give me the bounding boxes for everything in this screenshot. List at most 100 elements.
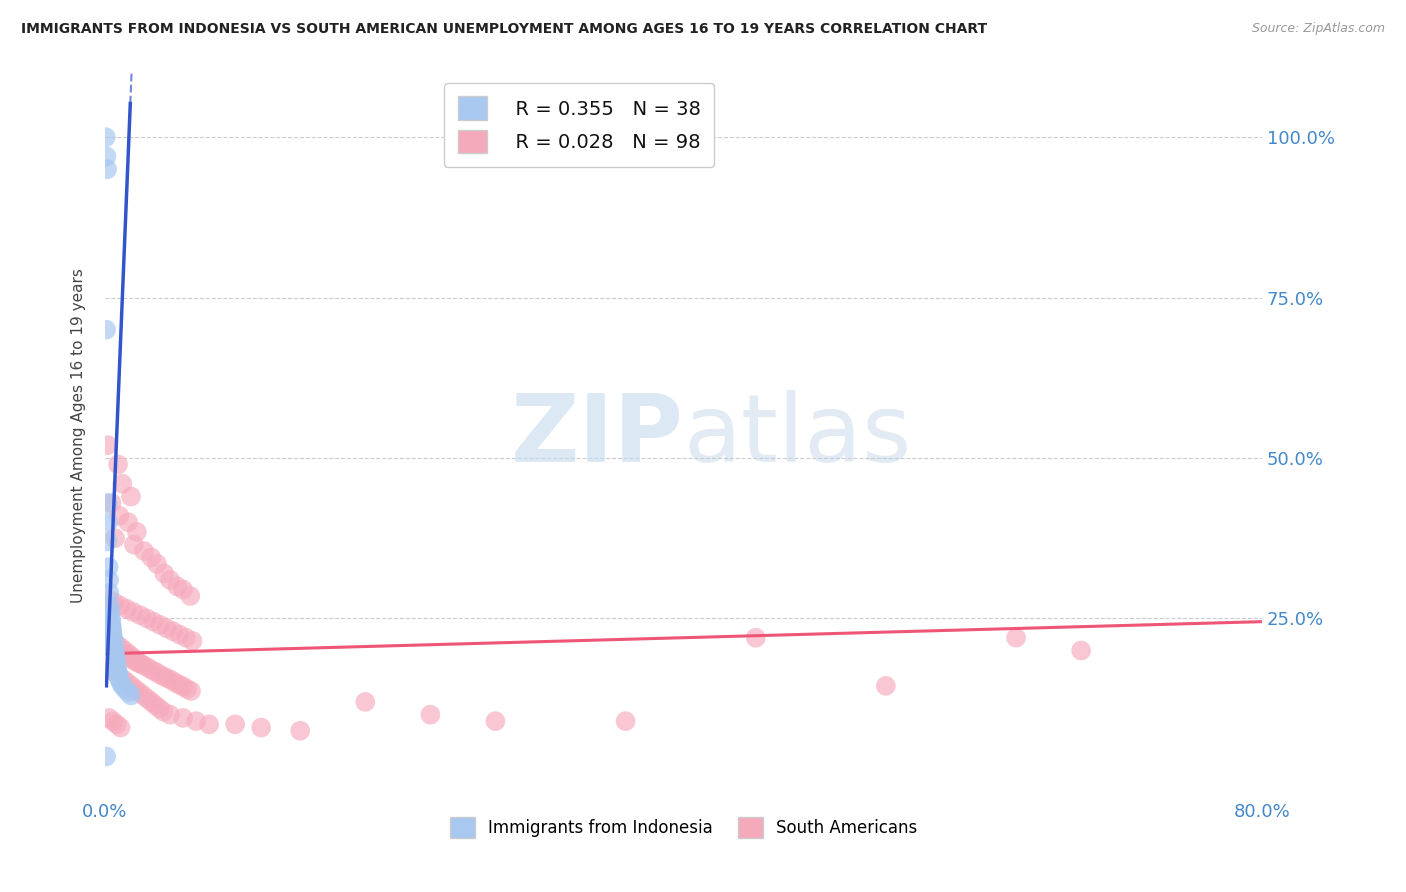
Point: [114, 643, 136, 657]
Point: [120, 652, 142, 666]
Point: [96, 162, 118, 177]
Point: [105, 717, 128, 731]
Point: [184, 714, 207, 728]
Point: [112, 673, 135, 687]
Point: [169, 627, 191, 641]
Point: [148, 701, 170, 715]
Point: [94, 130, 117, 145]
Point: [101, 627, 124, 641]
Point: [100, 615, 122, 629]
Point: [104, 643, 127, 657]
Point: [97, 711, 120, 725]
Point: [101, 621, 124, 635]
Point: [132, 689, 155, 703]
Point: [129, 657, 152, 671]
Point: [159, 707, 181, 722]
Point: [100, 663, 122, 677]
Point: [100, 605, 122, 619]
Point: [166, 579, 188, 593]
Point: [100, 640, 122, 655]
Point: [98, 573, 121, 587]
Point: [181, 634, 204, 648]
Point: [117, 675, 139, 690]
Point: [108, 508, 131, 523]
Point: [143, 665, 166, 679]
Point: [97, 659, 120, 673]
Point: [111, 476, 134, 491]
Point: [101, 634, 124, 648]
Point: [97, 534, 120, 549]
Legend: Immigrants from Indonesia, South Americans: Immigrants from Indonesia, South America…: [443, 811, 924, 844]
Point: [176, 681, 198, 696]
Text: atlas: atlas: [683, 390, 911, 482]
Point: [155, 621, 177, 635]
Point: [101, 631, 124, 645]
Point: [143, 698, 166, 712]
Point: [146, 557, 169, 571]
Point: [875, 679, 897, 693]
Point: [172, 582, 194, 597]
Point: [120, 490, 142, 504]
Point: [745, 631, 768, 645]
Point: [115, 602, 138, 616]
Text: IMMIGRANTS FROM INDONESIA VS SOUTH AMERICAN UNEMPLOYMENT AMONG AGES 16 TO 19 YEA: IMMIGRANTS FROM INDONESIA VS SOUTH AMERI…: [21, 22, 987, 37]
Point: [180, 684, 202, 698]
Point: [104, 647, 127, 661]
Point: [104, 653, 127, 667]
Point: [174, 631, 197, 645]
Point: [132, 658, 155, 673]
Point: [103, 634, 125, 648]
Point: [120, 689, 142, 703]
Point: [94, 749, 117, 764]
Point: [105, 659, 128, 673]
Point: [103, 595, 125, 609]
Point: [128, 657, 150, 671]
Point: [1005, 631, 1028, 645]
Point: [97, 438, 120, 452]
Point: [156, 671, 179, 685]
Point: [108, 599, 131, 613]
Point: [167, 677, 190, 691]
Point: [149, 618, 172, 632]
Point: [96, 149, 118, 163]
Point: [107, 458, 129, 472]
Point: [107, 669, 129, 683]
Point: [97, 560, 120, 574]
Point: [101, 624, 124, 639]
Point: [97, 496, 120, 510]
Point: [142, 615, 165, 629]
Point: [117, 515, 139, 529]
Point: [136, 691, 159, 706]
Point: [108, 645, 131, 659]
Point: [110, 675, 132, 690]
Point: [250, 721, 273, 735]
Point: [94, 323, 117, 337]
Point: [114, 681, 136, 696]
Point: [108, 669, 131, 683]
Point: [484, 714, 506, 728]
Point: [105, 657, 128, 671]
Text: ZIP: ZIP: [510, 390, 683, 482]
Point: [97, 637, 120, 651]
Point: [1070, 643, 1092, 657]
Point: [103, 637, 125, 651]
Point: [117, 650, 139, 665]
Point: [108, 673, 131, 687]
Point: [101, 714, 124, 728]
Point: [121, 650, 143, 665]
Point: [124, 655, 146, 669]
Point: [419, 707, 441, 722]
Point: [122, 605, 145, 619]
Point: [162, 624, 184, 639]
Point: [100, 496, 122, 510]
Point: [98, 586, 121, 600]
Point: [104, 531, 127, 545]
Point: [125, 524, 148, 539]
Point: [148, 667, 170, 681]
Point: [122, 538, 145, 552]
Point: [141, 550, 163, 565]
Point: [110, 640, 132, 655]
Point: [117, 685, 139, 699]
Point: [198, 717, 221, 731]
Point: [141, 695, 163, 709]
